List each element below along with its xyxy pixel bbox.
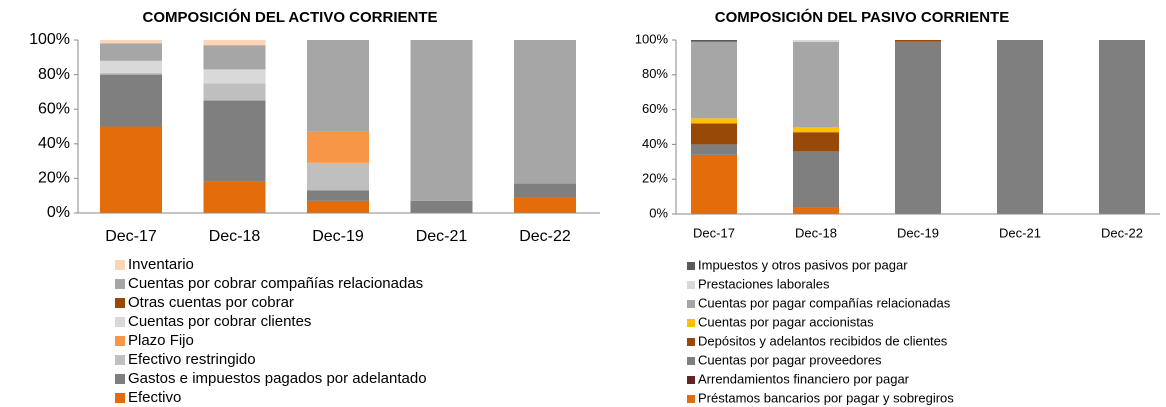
bar-segment [793, 151, 839, 208]
bar-segment [691, 118, 737, 124]
legend-label: Inventario [128, 256, 194, 273]
chart-title: COMPOSICIÓN DEL ACTIVO CORRIENTE [142, 8, 437, 26]
legend-swatch [115, 393, 125, 403]
bar-segment [691, 123, 737, 145]
bar-segment [793, 127, 839, 133]
bar-segment [203, 83, 266, 101]
bar-segment [100, 126, 162, 213]
bar-segment [307, 162, 369, 191]
bar-segment [307, 190, 369, 201]
legend-label: Cuentas por pagar proveedores [698, 352, 882, 367]
legend-label: Impuestos y otros pasivos por pagar [698, 257, 908, 272]
bar-segment [203, 45, 266, 70]
legend-swatch [115, 298, 125, 308]
bar-segment [793, 41, 839, 127]
chart-title: COMPOSICIÓN DEL PASIVO CORRIENTE [715, 8, 1009, 26]
legend-label: Efectivo restringido [128, 351, 256, 368]
x-tick-label: Dec-22 [519, 228, 571, 245]
legend-label: Depósitos y adelantos recibidos de clien… [698, 333, 948, 348]
bar-segment [793, 132, 839, 152]
bar-segment [100, 72, 162, 75]
bar-segment [691, 41, 737, 119]
bar-segment [203, 69, 266, 84]
bar-segment [793, 207, 839, 214]
x-tick-label: Dec-17 [693, 225, 735, 240]
legend-label: Otras cuentas por cobrar [128, 294, 294, 311]
x-tick-label: Dec-18 [795, 225, 837, 240]
legend-label: Cuentas por cobrar compañías relacionada… [128, 275, 423, 292]
legend-swatch [687, 357, 695, 365]
bar-segment [514, 197, 576, 213]
legend-label: Préstamos bancarios por pagar y sobregir… [698, 390, 954, 405]
y-tick-label: 20% [38, 170, 70, 187]
x-tick-label: Dec-21 [416, 228, 468, 245]
bar-segment [997, 40, 1043, 214]
bar-segment [100, 43, 162, 61]
y-tick-label: 80% [642, 66, 668, 81]
bar-segment [410, 200, 473, 213]
y-tick-label: 20% [642, 171, 668, 186]
legend-label: Efectivo [128, 389, 181, 406]
y-tick-label: 100% [29, 31, 70, 48]
x-tick-label: Dec-22 [1101, 225, 1143, 240]
legend-swatch [115, 279, 125, 289]
y-tick-label: 0% [47, 204, 70, 221]
y-tick-label: 0% [649, 205, 668, 220]
bar-segment [203, 100, 266, 182]
x-tick-label: Dec-19 [897, 225, 939, 240]
y-tick-label: 100% [635, 31, 669, 46]
x-tick-label: Dec-21 [999, 225, 1041, 240]
bar-segment [307, 40, 369, 132]
legend-label: Prestaciones laborales [698, 276, 830, 291]
y-tick-label: 60% [38, 100, 70, 117]
bar-segment [793, 40, 839, 42]
legend-swatch [687, 319, 695, 327]
legend-swatch [687, 262, 695, 270]
bar-segment [895, 41, 941, 214]
bar-segment [691, 40, 737, 42]
legend-swatch [115, 317, 125, 327]
bar-segment [895, 40, 941, 42]
x-tick-label: Dec-19 [312, 228, 364, 245]
legend-swatch [115, 260, 125, 270]
bar-segment [203, 181, 266, 213]
y-tick-label: 60% [642, 101, 668, 116]
bar-segment [100, 74, 162, 127]
bar-segment [691, 154, 737, 214]
legend-swatch [115, 355, 125, 365]
legend-swatch [687, 395, 695, 403]
legend-label: Cuentas por pagar compañías relacionadas [698, 295, 951, 310]
bar-segment [307, 200, 369, 213]
legend-label: Gastos e impuestos pagados por adelantad… [128, 370, 427, 387]
legend-swatch [687, 338, 695, 346]
bar-segment [1099, 40, 1145, 214]
bar-segment [100, 60, 162, 73]
bar-segment [100, 40, 162, 44]
y-tick-label: 40% [38, 135, 70, 152]
bar-segment [203, 40, 266, 46]
legend-swatch [687, 300, 695, 308]
legend-swatch [687, 376, 695, 384]
bar-segment [514, 183, 576, 198]
x-tick-label: Dec-17 [105, 228, 157, 245]
bar-segment [691, 144, 737, 155]
legend-swatch [115, 374, 125, 384]
x-tick-label: Dec-18 [209, 228, 261, 245]
y-tick-label: 40% [642, 136, 668, 151]
bar-segment [307, 131, 369, 163]
legend-swatch [115, 336, 125, 346]
legend-label: Arrendamientos financiero por pagar [698, 371, 910, 386]
y-tick-label: 80% [38, 66, 70, 83]
bar-segment [410, 40, 473, 201]
legend-label: Cuentas por pagar accionistas [698, 314, 874, 329]
legend-label: Cuentas por cobrar clientes [128, 313, 311, 330]
legend-label: Plazo Fijo [128, 332, 194, 349]
legend-swatch [687, 281, 695, 289]
bar-segment [514, 40, 576, 184]
